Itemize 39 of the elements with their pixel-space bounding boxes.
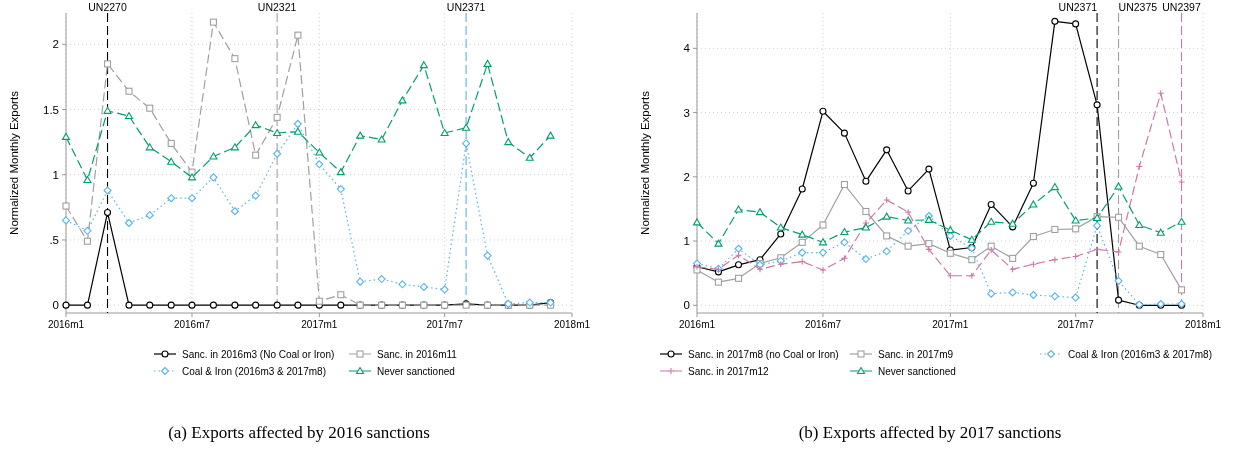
x-tick-label: 2016m1 bbox=[47, 319, 85, 330]
ref-line-label: UN2270 bbox=[88, 1, 127, 13]
x-tick-label: 2018m1 bbox=[553, 319, 591, 330]
y-tick-label: 3 bbox=[683, 106, 690, 119]
y-tick-label: 2 bbox=[683, 170, 690, 183]
y-tick-label: 4 bbox=[683, 42, 691, 55]
legend-label: Never sanctioned bbox=[377, 365, 455, 377]
y-axis-title: Normalized Monthly Exports bbox=[8, 90, 20, 235]
y-tick-label: 1.5 bbox=[43, 103, 59, 116]
x-tick-label: 2017m7 bbox=[1057, 319, 1095, 330]
text: (b) Exports affected by 2017 sanctions bbox=[798, 423, 1062, 442]
x-tick-label: 2018m1 bbox=[1184, 319, 1222, 330]
y-tick-label: 2 bbox=[52, 38, 59, 51]
x-tick-label: 2016m1 bbox=[678, 319, 716, 330]
legend-label: Sanc. in 2017m9 bbox=[878, 348, 954, 360]
legend-label: Sanc. in 2017m12 bbox=[688, 365, 770, 377]
ref-line-label: UN2375 bbox=[1118, 1, 1158, 13]
legend-label: Coal & Iron (2016m3 & 2017m8) bbox=[182, 365, 326, 377]
x-tick-label: 2017m1 bbox=[932, 319, 969, 330]
legend-label: Never sanctioned bbox=[878, 365, 956, 377]
y-axis-title: Normalized Monthly Exports bbox=[639, 90, 651, 235]
legend-label: Coal & Iron (2016m3 & 2017m8) bbox=[1068, 348, 1212, 360]
y-tick-label: 1 bbox=[683, 235, 690, 248]
y-tick-label: .5 bbox=[49, 233, 59, 246]
ref-line-label: UN2371 bbox=[1058, 1, 1098, 13]
x-tick-label: 2017m7 bbox=[426, 319, 464, 330]
legend-label: Sanc. in 2016m3 (No Coal or Iron) bbox=[182, 348, 335, 360]
ref-line-label: UN2371 bbox=[446, 1, 486, 13]
y-tick-label: 1 bbox=[52, 168, 59, 181]
x-tick-label: 2016m7 bbox=[173, 319, 211, 330]
text: (a) Exports affected by 2016 sanctions bbox=[168, 423, 430, 442]
y-tick-label: 0 bbox=[52, 299, 59, 312]
x-tick-label: 2017m1 bbox=[301, 319, 338, 330]
x-tick-label: 2016m7 bbox=[804, 319, 842, 330]
y-tick-label: 0 bbox=[683, 299, 690, 312]
legend-label: Sanc. in 2017m8 (no Coal or Iron) bbox=[688, 348, 839, 360]
ref-line-label: UN2321 bbox=[257, 1, 297, 13]
ref-line-label: UN2397 bbox=[1162, 1, 1201, 13]
legend-label: Sanc. in 2016m11 bbox=[377, 348, 458, 360]
